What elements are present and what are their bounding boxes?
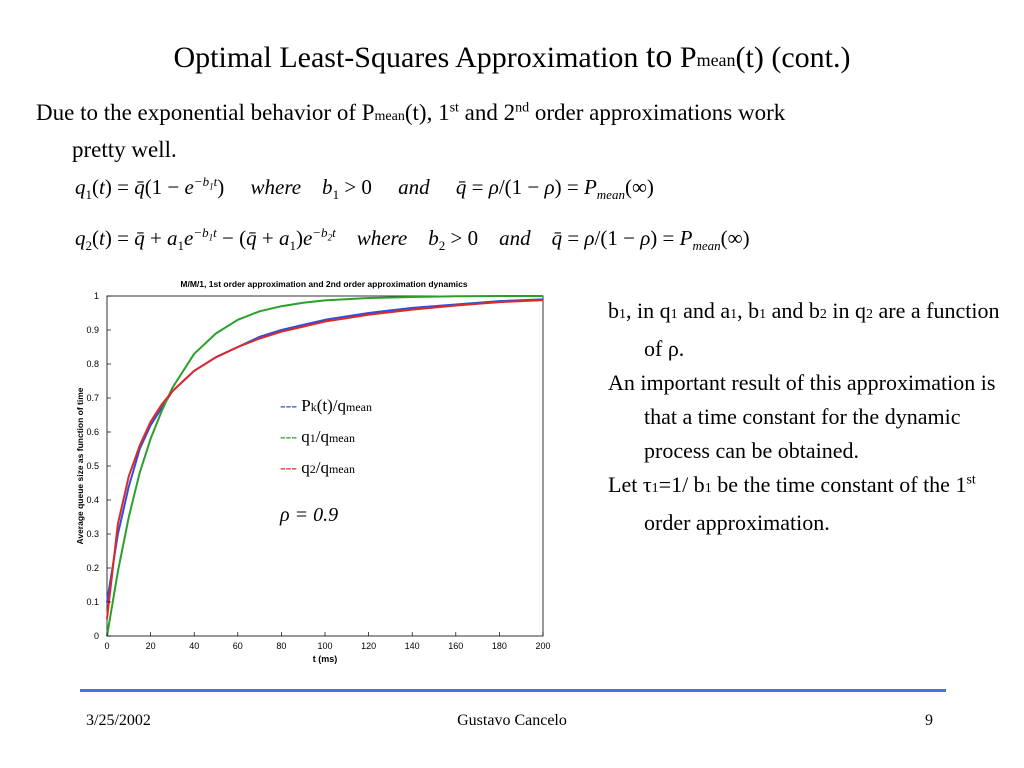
y-tick-label: 0.1 [86,597,99,607]
chart-title: M/M/1, 1st order approximation and 2nd o… [180,279,467,289]
series-line-2 [106,295,543,637]
legend-entry-2: --- q1/qmean [280,427,355,446]
x-tick-label: 100 [317,641,332,651]
x-tick-label: 180 [492,641,507,651]
y-tick-label: 0.5 [86,461,99,471]
y-tick-label: 0.7 [86,393,99,403]
x-tick-label: 80 [276,641,286,651]
paragraph-time-constant: Let τ1=1/ b1 be the time constant of the… [608,472,976,535]
x-tick-label: 120 [361,641,376,651]
y-tick-label: 0.6 [86,427,99,437]
x-tick-label: 0 [104,641,109,651]
x-tick-label: 40 [189,641,199,651]
equation-first-order: q1(t) = q̄(1 − e−b1t) where b1 > 0 and q… [75,174,654,203]
y-tick-label: 0.8 [86,359,99,369]
y-tick-label: 0.2 [86,563,99,573]
intro-text: Due to the exponential behavior of Pmean… [36,100,786,162]
footer-author: Gustavo Cancelo [457,712,567,729]
x-tick-label: 20 [146,641,156,651]
y-tick-label: 1 [94,291,99,301]
slide-title: Optimal Least-Squares Approximation to P… [173,38,851,75]
y-tick-label: 0 [94,631,99,641]
x-tick-label: 60 [233,641,243,651]
footer-date: 3/25/2002 [86,712,151,729]
plot-area [106,295,544,637]
footer-divider [80,689,946,692]
legend-entry-3: --- q2/qmean [280,458,355,477]
approximation-chart: M/M/1, 1st order approximation and 2nd o… [75,278,560,668]
rho-annotation: ρ = 0.9 [279,504,338,526]
y-tick-label: 0.4 [86,495,99,505]
x-tick-label: 200 [535,641,550,651]
legend-entry-1: --- Pk(t)/qmean [280,396,372,415]
series-line-3 [106,299,544,620]
footer-page-number: 9 [925,712,933,729]
x-tick-label: 140 [405,641,420,651]
x-axis-label: t (ms) [313,654,338,664]
right-text: b1, in q1 and a1, b1 and b2 in q2 are a … [608,294,1008,540]
y-axis-label: Average queue size as function of time [75,387,85,544]
equation-second-order: q2(t) = q̄ + a1e−b1t − (q̄ + a1)e−b2t wh… [75,225,750,254]
x-tick-label: 160 [448,641,463,651]
y-tick-label: 0.9 [86,325,99,335]
y-tick-label: 0.3 [86,529,99,539]
paragraph-result: An important result of this approximatio… [608,370,996,463]
paragraph-parameters: b1, in q1 and a1, b1 and b2 in q2 are a … [608,298,1000,361]
